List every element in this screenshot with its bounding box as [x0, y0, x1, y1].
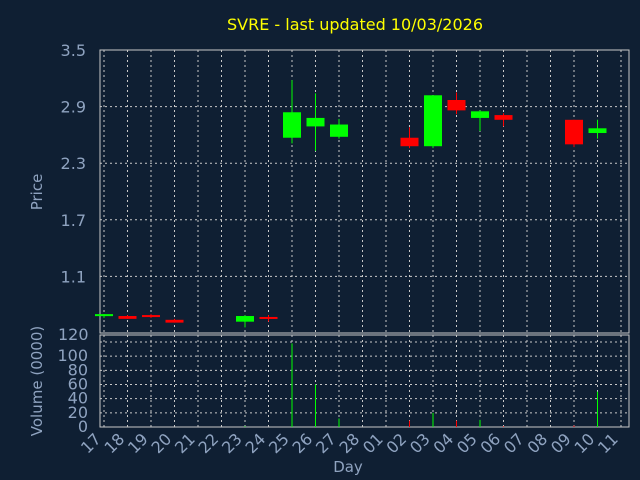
day-axis-ticks: 1718192021222324252627280102030405060708… — [77, 429, 622, 457]
volume-bars — [244, 343, 598, 427]
volume-tick-label: 120 — [58, 325, 89, 344]
candle-body — [95, 314, 113, 317]
volume-tick-label: 40 — [68, 389, 88, 408]
grid-lines — [100, 50, 629, 427]
candle-body — [118, 316, 137, 319]
candle-body — [588, 128, 607, 134]
candle-body — [283, 112, 301, 138]
volume-panel-frame — [99, 334, 630, 428]
price-tick-label: 1.1 — [61, 267, 86, 286]
price-tick-label: 1.7 — [61, 211, 86, 230]
candle-body — [424, 95, 442, 147]
price-tick-label: 3.5 — [61, 41, 86, 60]
candle-body — [236, 316, 254, 322]
volume-tick-label: 60 — [68, 375, 88, 394]
candle-body — [165, 319, 184, 323]
price-tick-label: 2.3 — [61, 154, 86, 173]
candle-body — [447, 99, 466, 111]
candle-body — [471, 111, 489, 118]
price-axis-ticks: 3.5 2.9 2.3 1.7 1.1 — [61, 41, 86, 286]
candle-body — [565, 119, 583, 145]
candle-body — [306, 117, 325, 127]
price-panel-frame — [99, 49, 630, 334]
volume-tick-label: 20 — [68, 403, 88, 422]
price-tick-label: 2.9 — [61, 98, 86, 117]
candle-body — [330, 124, 348, 137]
candle-body — [259, 316, 278, 319]
chart-title: SVRE - last updated 10/03/2026 — [227, 15, 483, 34]
volume-tick-label: 80 — [68, 360, 88, 379]
volume-tick-label: 0 — [78, 417, 88, 436]
day-tick-label: 11 — [594, 429, 622, 457]
candle-body — [494, 115, 513, 120]
candle-body — [142, 315, 160, 318]
volume-tick-label: 100 — [57, 346, 88, 365]
price-axis-label: Price — [28, 174, 46, 211]
price-candles — [95, 80, 607, 328]
volume-axis-label: Volume (0000) — [28, 326, 46, 436]
candle-body — [400, 137, 419, 147]
day-axis-label: Day — [333, 458, 363, 476]
